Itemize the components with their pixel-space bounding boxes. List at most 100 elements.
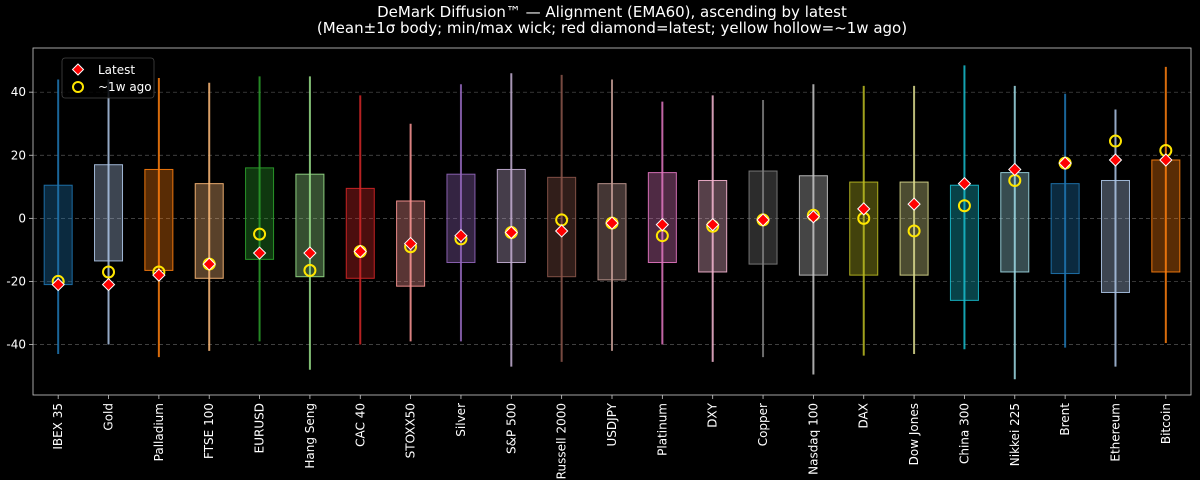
body bbox=[597, 183, 627, 281]
x-tick-label: Dow Jones bbox=[907, 403, 921, 465]
week-ago-marker bbox=[102, 265, 116, 279]
x-tick-label: Silver bbox=[454, 403, 468, 437]
latest-marker bbox=[403, 236, 418, 251]
category-group bbox=[547, 74, 577, 362]
body bbox=[345, 187, 375, 279]
x-tick-label: Brent bbox=[1058, 403, 1072, 436]
body bbox=[496, 168, 526, 264]
x-tick-label: China 300 bbox=[957, 403, 971, 464]
body bbox=[849, 181, 879, 276]
category-group bbox=[446, 84, 476, 342]
week-ago-marker bbox=[1108, 134, 1122, 148]
week-ago-marker bbox=[253, 227, 267, 241]
latest-marker bbox=[504, 225, 519, 240]
category-group bbox=[1100, 109, 1130, 367]
legend-week-ago-marker bbox=[72, 81, 84, 93]
latest-marker bbox=[1159, 153, 1173, 167]
x-tick-label: Hang Seng bbox=[303, 403, 317, 469]
latest-marker bbox=[857, 202, 871, 216]
category-group bbox=[849, 85, 879, 356]
latest-marker bbox=[1008, 162, 1022, 177]
latest-marker bbox=[1058, 156, 1072, 170]
latest-marker bbox=[101, 277, 116, 292]
x-axis: IBEX 35 Gold Palladium FTSE 100 EURUSD Hang S… bbox=[51, 395, 1173, 479]
category-group bbox=[899, 85, 929, 354]
category-group bbox=[94, 79, 124, 345]
week-ago-marker bbox=[957, 199, 971, 213]
category-group bbox=[43, 79, 73, 354]
category-group bbox=[194, 82, 224, 351]
x-tick-label: Russell 2000 bbox=[555, 403, 569, 479]
y-tick-label: 0 bbox=[18, 211, 26, 225]
x-tick-label: IBEX 35 bbox=[51, 403, 65, 450]
category-group bbox=[698, 95, 728, 362]
x-tick-label: DAX bbox=[857, 403, 871, 428]
latest-marker bbox=[51, 277, 65, 292]
x-tick-label: EURUSD bbox=[253, 403, 267, 453]
body bbox=[1050, 183, 1080, 275]
latest-marker bbox=[202, 257, 216, 271]
latest-marker bbox=[605, 216, 619, 230]
body bbox=[446, 173, 476, 264]
category-group bbox=[949, 65, 979, 350]
legend-latest-label: Latest bbox=[98, 63, 135, 77]
latest-marker bbox=[705, 217, 720, 232]
x-tick-label: Gold bbox=[102, 403, 116, 431]
category-group bbox=[748, 100, 778, 358]
category-group bbox=[496, 73, 526, 367]
plot-marks bbox=[43, 65, 1181, 380]
body bbox=[798, 175, 828, 276]
grid bbox=[33, 91, 1191, 345]
week-ago-marker bbox=[907, 224, 921, 238]
latest-marker bbox=[303, 246, 317, 260]
x-tick-label: Ethereum bbox=[1108, 403, 1122, 462]
latest-marker bbox=[252, 246, 267, 260]
x-tick-label: USDJPY bbox=[605, 402, 619, 446]
body bbox=[295, 173, 325, 278]
category-group bbox=[647, 101, 677, 345]
body bbox=[144, 168, 174, 271]
x-tick-label: Palladium bbox=[152, 403, 166, 461]
legend-box bbox=[61, 57, 155, 99]
category-group bbox=[295, 76, 325, 370]
category-group bbox=[396, 123, 426, 342]
y-tick-label: -40 bbox=[6, 338, 26, 352]
y-tick-label: -20 bbox=[6, 274, 26, 288]
category-group bbox=[245, 76, 275, 342]
category-group bbox=[1151, 66, 1181, 343]
x-tick-label: Platinum bbox=[655, 403, 669, 456]
latest-marker bbox=[806, 210, 821, 224]
body bbox=[949, 184, 979, 301]
category-group bbox=[1050, 93, 1080, 348]
legend-latest-marker bbox=[71, 63, 85, 76]
x-tick-label: DXY bbox=[706, 402, 720, 427]
latest-marker bbox=[957, 176, 972, 191]
category-group bbox=[345, 95, 375, 345]
x-tick-label: CAC 40 bbox=[353, 403, 367, 447]
category-group bbox=[597, 79, 627, 351]
y-axis: -40 -20 0 20 40 bbox=[6, 85, 33, 352]
body bbox=[94, 164, 124, 262]
category-group bbox=[1000, 85, 1030, 380]
latest-marker bbox=[152, 268, 166, 282]
category-group bbox=[798, 84, 828, 375]
body bbox=[1151, 159, 1181, 273]
latest-marker bbox=[353, 244, 367, 259]
x-tick-label: FTSE 100 bbox=[202, 403, 216, 459]
x-tick-label: STOXX50 bbox=[404, 403, 418, 458]
legend: Latest ~1w ago bbox=[61, 57, 155, 99]
latest-marker bbox=[1108, 153, 1123, 167]
latest-marker bbox=[454, 228, 468, 243]
body bbox=[1000, 172, 1030, 273]
x-tick-label: S&P 500 bbox=[504, 403, 518, 454]
latest-marker bbox=[655, 217, 670, 232]
body bbox=[647, 172, 677, 264]
y-tick-label: 20 bbox=[11, 148, 26, 162]
y-tick-label: 40 bbox=[11, 85, 26, 99]
x-tick-label: Nikkei 225 bbox=[1008, 403, 1022, 466]
body bbox=[245, 167, 275, 260]
body bbox=[43, 184, 73, 286]
latest-marker bbox=[907, 197, 921, 211]
